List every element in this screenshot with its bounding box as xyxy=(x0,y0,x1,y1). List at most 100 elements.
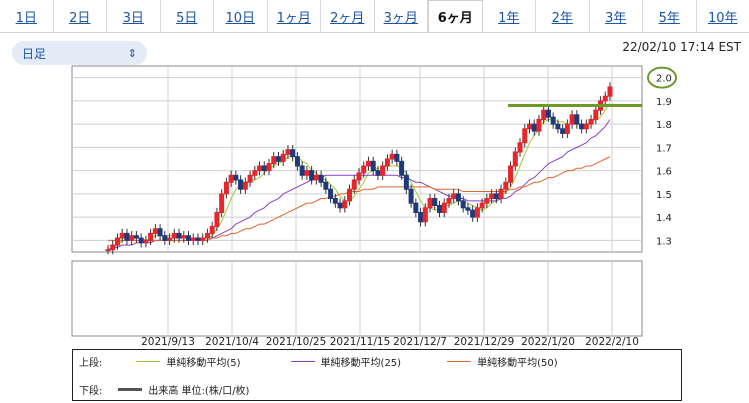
candle-body xyxy=(261,165,267,172)
candle-body xyxy=(200,237,206,241)
candle-body xyxy=(422,207,428,223)
candle-body xyxy=(351,179,357,190)
candle-body xyxy=(479,202,485,209)
candle-body xyxy=(517,142,523,153)
candle-body xyxy=(503,181,509,190)
tab-0[interactable]: 1日 xyxy=(0,0,54,32)
candle-body xyxy=(133,235,139,239)
tab-12[interactable]: 5年 xyxy=(643,0,697,32)
tab-9[interactable]: 1年 xyxy=(483,0,536,32)
candle-body xyxy=(437,205,443,213)
tab-3[interactable]: 5日 xyxy=(161,0,214,32)
tab-11[interactable]: 3年 xyxy=(590,0,643,32)
candle-body xyxy=(247,174,253,183)
candle-body xyxy=(526,123,532,130)
y-tick-label: 1.4 xyxy=(656,213,672,224)
candle-body xyxy=(427,198,433,209)
x-tick-label: 2022/1/20 xyxy=(521,336,575,348)
candle-body xyxy=(389,153,395,160)
legend-lower-label: 下段: xyxy=(79,386,103,397)
candle-body xyxy=(394,153,400,162)
candle-body xyxy=(508,165,514,183)
tab-7[interactable]: 3ヶ月 xyxy=(375,0,428,32)
candle-body xyxy=(167,237,173,241)
candle-body xyxy=(361,165,367,174)
candle-body xyxy=(318,174,324,183)
candle-body xyxy=(323,181,329,190)
candle-body xyxy=(290,149,296,158)
candle-body xyxy=(550,116,556,125)
y-tick-label: 1.9 xyxy=(656,97,672,108)
candle-body xyxy=(522,128,528,144)
candle-body xyxy=(285,149,291,155)
candle-body xyxy=(384,158,390,167)
candle-body xyxy=(328,188,334,200)
candle-body xyxy=(119,232,125,239)
candle-body xyxy=(460,200,466,209)
candle-body xyxy=(564,123,570,134)
x-tick-label: 2021/10/25 xyxy=(266,336,327,348)
candle-body xyxy=(138,237,144,244)
legend-ma50-label: 単純移動平均(50) xyxy=(477,358,558,369)
tab-1[interactable]: 2日 xyxy=(54,0,107,32)
candle-body xyxy=(152,228,158,234)
chart-type-select[interactable]: 日足 ⇕ xyxy=(12,41,147,65)
candle-body xyxy=(470,209,476,218)
candle-body xyxy=(399,160,405,176)
legend-ma50: 単純移動平均(50) xyxy=(441,354,558,369)
candle-body xyxy=(294,156,300,167)
tab-4[interactable]: 10日 xyxy=(214,0,268,32)
candle-body xyxy=(257,165,263,172)
legend-volume-label: 出来高 単位:(株/口/枚) xyxy=(148,386,250,397)
candle-body xyxy=(365,160,371,167)
ma50-swatch xyxy=(447,361,472,362)
candle-body xyxy=(569,114,575,125)
y-tick-label: 1.5 xyxy=(656,190,672,201)
tab-6[interactable]: 2ヶ月 xyxy=(321,0,375,32)
candle-body xyxy=(347,188,353,202)
x-tick-label: 2021/9/13 xyxy=(141,336,195,348)
candle-body xyxy=(223,181,229,195)
candle-body xyxy=(484,198,490,204)
candle-body xyxy=(579,123,585,130)
candle-body xyxy=(309,170,315,181)
candle-body xyxy=(413,202,419,213)
candle-body xyxy=(512,151,518,167)
candle-body xyxy=(209,225,215,234)
candle-body xyxy=(157,228,163,237)
candle-body xyxy=(228,174,234,183)
candle-body xyxy=(574,114,580,125)
candle-body xyxy=(356,172,362,181)
x-tick-label: 2021/10/4 xyxy=(205,336,259,348)
legend-ma25-label: 単純移動平均(25) xyxy=(320,358,402,369)
candle-body xyxy=(275,156,281,162)
candle-body xyxy=(233,174,239,181)
candle-body xyxy=(498,188,504,200)
timestamp: 22/02/10 17:14 EST xyxy=(622,40,741,54)
candle-body xyxy=(602,95,608,102)
volume-swatch xyxy=(118,388,143,391)
candle-body xyxy=(489,193,495,200)
candle-body xyxy=(238,179,244,190)
candle-body xyxy=(560,128,566,134)
tab-2[interactable]: 3日 xyxy=(107,0,161,32)
y-tick-label: 1.3 xyxy=(656,236,672,247)
candle-body xyxy=(190,237,196,241)
tab-5[interactable]: 1ヶ月 xyxy=(268,0,321,32)
tab-10[interactable]: 2年 xyxy=(536,0,590,32)
tab-8[interactable]: 6ヶ月 xyxy=(428,0,483,32)
tab-13[interactable]: 10年 xyxy=(707,10,738,26)
legend-ma5: 単純移動平均(5) xyxy=(130,354,241,369)
chevron-updown-icon: ⇕ xyxy=(127,46,137,60)
candle-body xyxy=(375,170,381,176)
candle-body xyxy=(588,118,594,125)
x-tick-label: 2021/11/15 xyxy=(330,336,391,348)
candle-body xyxy=(536,118,542,132)
candle-body xyxy=(129,235,135,241)
candle-body xyxy=(124,232,130,241)
candle-body xyxy=(143,239,149,244)
price-panel xyxy=(71,65,643,253)
candle-body xyxy=(380,165,386,176)
candle-body xyxy=(545,109,551,118)
